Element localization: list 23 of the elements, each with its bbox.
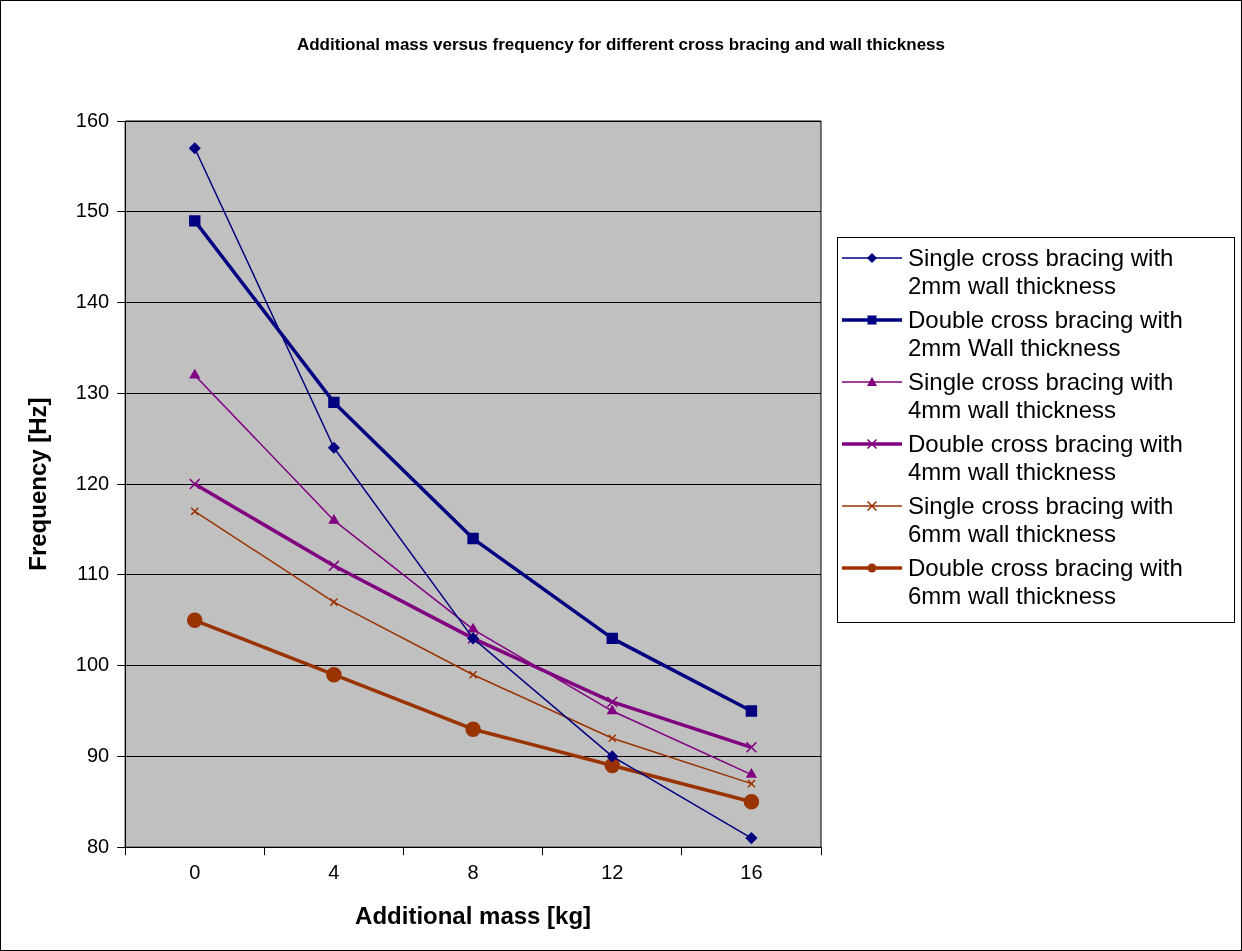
y-axis-title: Frequency [Hz]	[24, 397, 52, 571]
legend-label: Double cross bracing with 2mm Wall thickness	[908, 306, 1184, 362]
x-axis-title: Additional mass [kg]	[355, 902, 592, 930]
y-tick-label: 90	[86, 743, 110, 766]
x-tick-label: 16	[740, 860, 763, 883]
x-tick-label: 0	[189, 860, 201, 883]
y-tick-label: 130	[75, 380, 110, 403]
y-tick-label: 80	[86, 834, 110, 857]
legend-label: Single cross bracing with 6mm wall thickness	[908, 492, 1175, 548]
y-tick-label: 160	[75, 108, 110, 131]
chart-title: Additional mass versus frequency for different cross bracing and wall thickness	[295, 35, 947, 55]
y-tick-label: 110	[77, 562, 110, 585]
x-tick-label: 8	[467, 860, 479, 883]
y-tick-label: 120	[75, 471, 110, 494]
x-tick-label: 4	[328, 860, 340, 883]
legend-label: Double cross bracing with 6mm wall thickness	[908, 554, 1184, 610]
y-tick-label: 100	[75, 653, 110, 676]
y-tick-label: 140	[75, 290, 110, 313]
legend-label: Double cross bracing with 4mm wall thickness	[908, 430, 1184, 486]
y-tick-label: 150	[75, 199, 110, 222]
x-tick-label: 12	[601, 860, 624, 883]
legend-label: Single cross bracing with 4mm wall thickness	[908, 368, 1175, 424]
legend-label: Single cross bracing with 2mm wall thickness	[908, 244, 1175, 300]
